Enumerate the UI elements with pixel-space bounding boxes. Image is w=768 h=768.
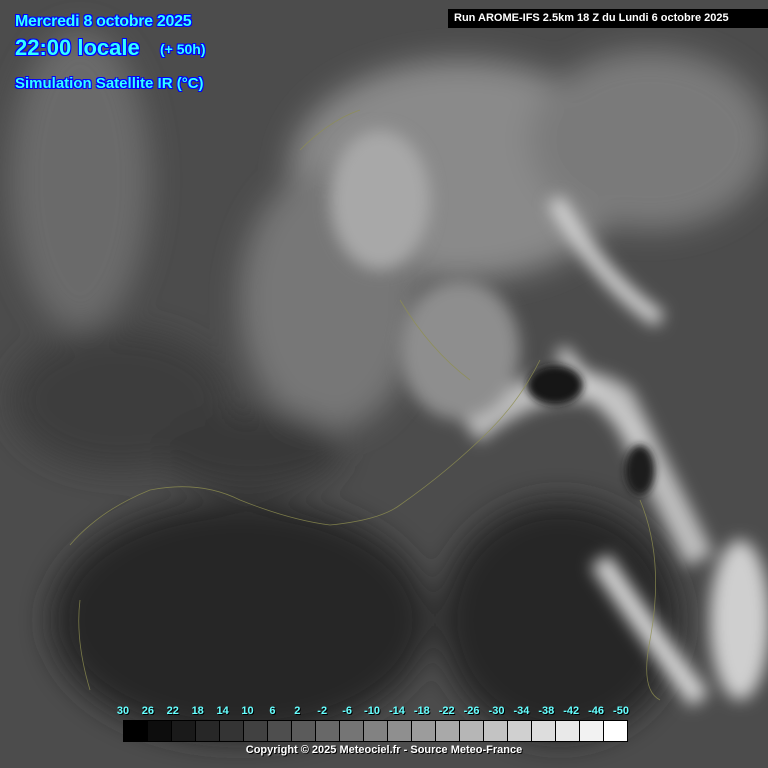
legend-swatch: [316, 721, 340, 741]
legend-swatch: [148, 721, 172, 741]
legend-label: -46: [588, 705, 605, 717]
legend-swatch: [508, 721, 532, 741]
legend-label: -22: [438, 705, 455, 717]
legend-label: -34: [513, 705, 530, 717]
legend-swatch: [172, 721, 196, 741]
legend-label: 26: [141, 705, 155, 717]
legend-label: 6: [269, 705, 276, 717]
legend-swatch: [484, 721, 508, 741]
legend-label: 30: [116, 705, 130, 717]
product-title: Simulation Satellite IR (°C): [15, 75, 204, 92]
legend-label: -26: [463, 705, 480, 717]
legend-label: 2: [294, 705, 301, 717]
legend-swatch: [388, 721, 412, 741]
legend-swatch: [340, 721, 364, 741]
legend-label: -6: [342, 705, 352, 717]
legend-swatch: [268, 721, 292, 741]
legend-swatch: [460, 721, 484, 741]
legend-label: -38: [538, 705, 555, 717]
legend-label: -2: [317, 705, 328, 717]
legend-label: -10: [364, 705, 380, 717]
legend-swatch: [412, 721, 436, 741]
legend-label: -42: [563, 705, 580, 717]
legend-label: -50: [613, 705, 629, 717]
temperature-color-scale: [123, 720, 628, 742]
legend-swatch: [220, 721, 244, 741]
legend-labels: 30 26 22 18 14 10 6 2 -2 -6 -10 -14 -18 -22 -26 -30 -34-…: [110, 705, 670, 719]
forecast-time: 22:00 locale: [15, 35, 140, 60]
copyright: Copyright © 2025 Meteociel.fr - Source M…: [245, 744, 523, 756]
legend-label: -18: [413, 705, 430, 717]
lead-time: (+ 50h): [160, 41, 206, 57]
legend-label: 22: [166, 705, 179, 717]
forecast-date: Mercredi 8 octobre 2025: [15, 13, 192, 30]
legend-label: 18: [191, 705, 204, 717]
legend-swatch: [556, 721, 580, 741]
legend-label: 14: [216, 705, 229, 717]
legend-label: -14: [388, 705, 405, 717]
legend-swatch: [196, 721, 220, 741]
model-run-label: Run AROME-IFS 2.5km 18 Z du Lundi 6 octo…: [448, 9, 768, 28]
legend-label: 10: [241, 705, 254, 717]
legend-swatch: [436, 721, 460, 741]
legend-swatch: [292, 721, 316, 741]
legend-swatch: [580, 721, 604, 741]
legend-swatch: [244, 721, 268, 741]
legend-swatch: [364, 721, 388, 741]
legend-swatch: [124, 721, 148, 741]
legend-label: -30: [488, 705, 505, 717]
legend-swatch: [604, 721, 627, 741]
legend-swatch: [532, 721, 556, 741]
